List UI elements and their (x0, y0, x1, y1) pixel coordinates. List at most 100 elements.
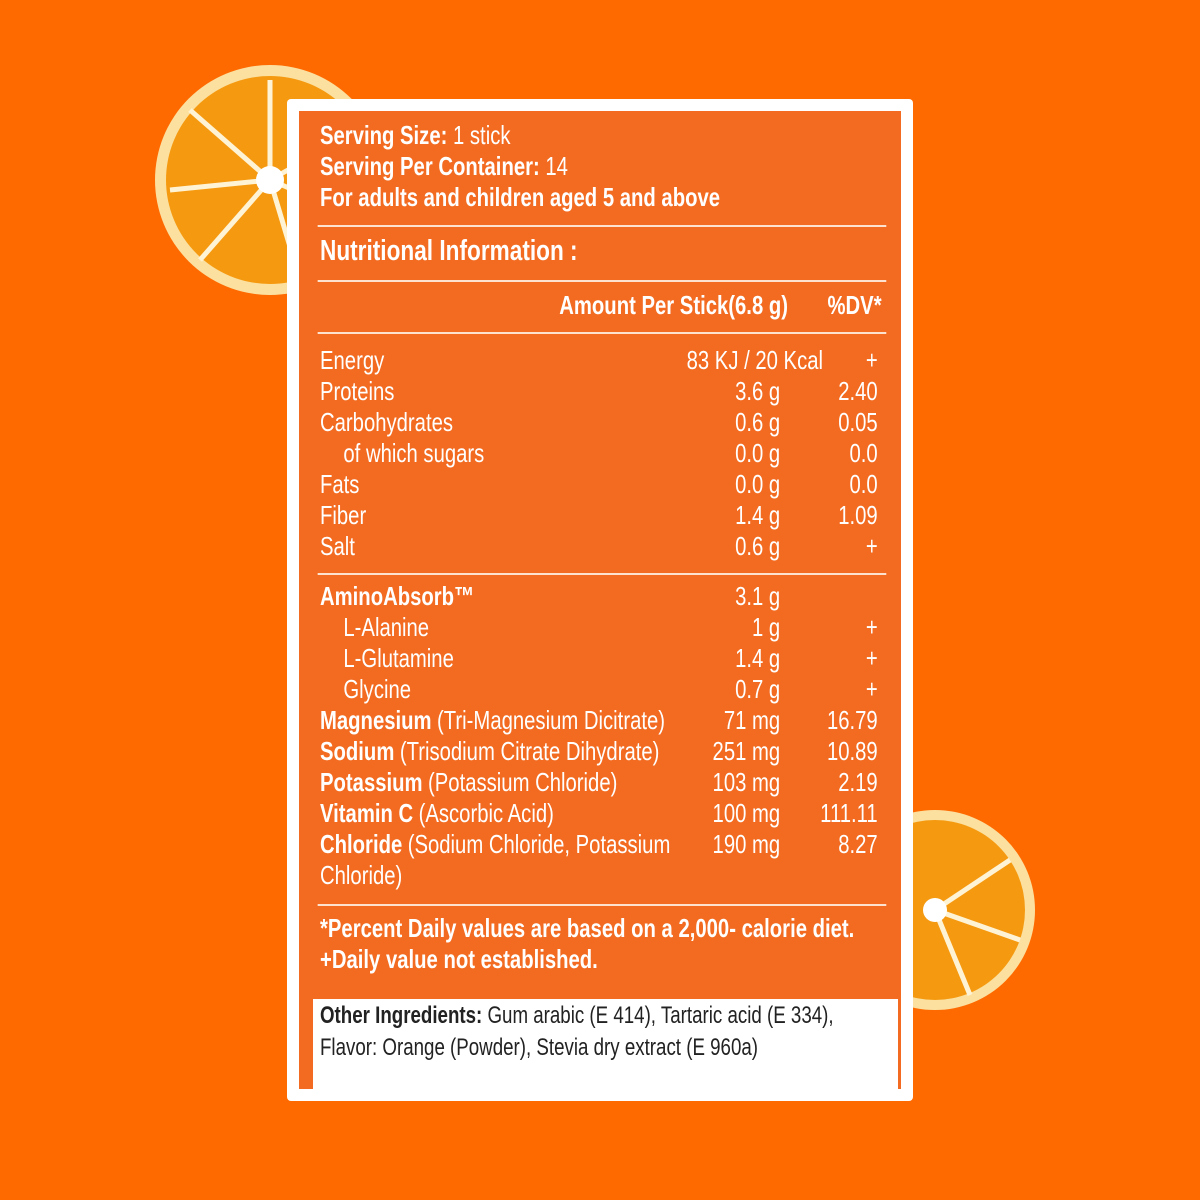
ingredients-label: Other Ingredients: (320, 1002, 483, 1029)
nutrient-name: Carbohydrates (320, 407, 687, 438)
daily-value: 1.09 (838, 500, 878, 530)
column-header: Amount Per Stick(6.8 g) %DV* (320, 290, 886, 321)
amount: 0.0 g (735, 469, 781, 499)
nutrient-name: Salt (320, 531, 687, 562)
audience: For adults and children aged 5 and above (320, 182, 721, 212)
amount: 0.6 g (735, 531, 781, 561)
amount-header: Amount Per Stick(6.8 g) (559, 290, 788, 320)
footnote: *Percent Daily values are based on a 2,0… (320, 913, 855, 943)
amount: 0.0 g (735, 438, 781, 468)
rule (317, 332, 887, 334)
value: 1 stick (453, 120, 511, 150)
amount: 100 mg (712, 798, 781, 828)
nutrient-row: Energy 83 KJ / 20 Kcal + (320, 345, 886, 376)
nutrient-name: Glycine (320, 674, 687, 705)
daily-value: 0.0 (849, 469, 878, 499)
nutrient-row: Salt 0.6 g + (320, 531, 886, 562)
label: Serving Per Container: (320, 151, 540, 181)
source: (Ascorbic Acid) (418, 798, 554, 828)
nutrient-row: Glycine 0.7 g + (320, 674, 886, 705)
dv-header: %DV* (827, 290, 882, 320)
daily-value: + (865, 674, 878, 704)
amount: 71 mg (723, 705, 781, 735)
footnote: +Daily value not established. (320, 944, 598, 974)
daily-value: 0.05 (838, 407, 878, 437)
rule (317, 225, 887, 227)
section-title: Nutritional Information : (320, 235, 578, 267)
nutrient-row: Potassium (Potassium Chloride) 103 mg 2.19 (320, 767, 886, 798)
name: AminoAbsorb™ (320, 581, 475, 611)
nutrient-row: Sodium (Trisodium Citrate Dihydrate) 251 m… (320, 736, 886, 767)
nutrient-name: Sodium (Trisodium Citrate Dihydrate) (320, 736, 687, 767)
nutrient-name: AminoAbsorb™ (320, 581, 687, 612)
label-panel (299, 111, 901, 1093)
rule (317, 280, 887, 282)
label-card (287, 99, 913, 1101)
amount: 3.6 g (735, 376, 781, 406)
amount: 1.4 g (735, 643, 781, 673)
source: (Sodium Chloride, Potassium Chloride) (320, 829, 671, 890)
source: (Potassium Chloride) (428, 767, 618, 797)
rule (317, 573, 887, 575)
daily-value: + (865, 531, 878, 561)
source: (Tri-Magnesium Dicitrate) (437, 705, 666, 735)
ingredients-box (313, 999, 898, 1093)
daily-value: + (865, 612, 878, 642)
name: Fiber (320, 500, 367, 530)
rule (317, 904, 887, 906)
nutrient-name: Vitamin C (Ascorbic Acid) (320, 798, 687, 829)
nutrient-row: L-Alanine 1 g + (320, 612, 886, 643)
daily-value: 8.27 (838, 829, 878, 859)
nutrient-row: Magnesium (Tri-Magnesium Dicitrate) 71 mg 1… (320, 705, 886, 736)
daily-value: 16.79 (826, 705, 878, 735)
daily-value: 10.89 (826, 736, 878, 766)
name: Proteins (320, 376, 395, 406)
nutrient-row: Vitamin C (Ascorbic Acid) 100 mg 111.11 (320, 798, 886, 829)
serving-per-container: Serving Per Container: 14 (320, 151, 886, 182)
name: Fats (320, 469, 360, 499)
nutrients: Energy 83 KJ / 20 Kcal + Proteins 3.6 g 2.40 C… (320, 345, 886, 562)
name: L-Glutamine (343, 643, 454, 673)
serving-size: Serving Size: 1 stick (320, 120, 886, 151)
daily-value: 2.40 (838, 376, 878, 406)
amount: 0.6 g (735, 407, 781, 437)
name: Salt (320, 531, 355, 561)
amount: 3.1 g (735, 581, 781, 611)
nutrient-row: Proteins 3.6 g 2.40 (320, 376, 886, 407)
amount: 251 mg (712, 736, 781, 766)
daily-value: + (865, 345, 878, 375)
name: of which sugars (343, 438, 485, 468)
nutrient-name: Fiber (320, 500, 687, 531)
name: Potassium (320, 767, 423, 797)
nutrient-row: L-Glutamine 1.4 g + (320, 643, 886, 674)
serving: Serving Size: 1 stick Serving Per Contai… (320, 120, 886, 213)
label: Serving Size: (320, 120, 448, 150)
nutrient-row: Carbohydrates 0.6 g 0.05 (320, 407, 886, 438)
name: Carbohydrates (320, 407, 454, 437)
ingredients: Other Ingredients: Gum arabic (E 414), T… (320, 1000, 886, 1064)
amount: 1 g (751, 612, 781, 642)
name: Vitamin C (320, 798, 414, 828)
daily-value: + (865, 643, 878, 673)
nutrient-name: Proteins (320, 376, 687, 407)
nutrient-row: Fiber 1.4 g 1.09 (320, 500, 886, 531)
daily-value: 2.19 (838, 767, 878, 797)
name: Magnesium (320, 705, 432, 735)
nutrient-row: Fats 0.0 g 0.0 (320, 469, 886, 500)
nutrient-name: L-Alanine (320, 612, 687, 643)
nutrient-name: Fats (320, 469, 687, 500)
nutrient-name: of which sugars (320, 438, 687, 469)
nutrient-name: Energy (320, 345, 687, 376)
amount: 190 mg (712, 829, 781, 859)
nutrient-row: Chloride (Sodium Chloride, Potassium Chlo… (320, 829, 886, 891)
nutrient-name: Potassium (Potassium Chloride) (320, 767, 687, 798)
amount: 103 mg (712, 767, 781, 797)
nutrient-row: of which sugars 0.0 g 0.0 (320, 438, 886, 469)
nutrient-name: L-Glutamine (320, 643, 687, 674)
daily-value: 0.0 (849, 438, 878, 468)
footnotes: *Percent Daily values are based on a 2,0… (320, 913, 886, 975)
amount: 1.4 g (735, 500, 781, 530)
amount: 83 KJ / 20 Kcal (686, 345, 824, 375)
amino-blend: AminoAbsorb™ 3.1 g L-Alanine 1 g + L-Glutamin… (320, 581, 886, 891)
